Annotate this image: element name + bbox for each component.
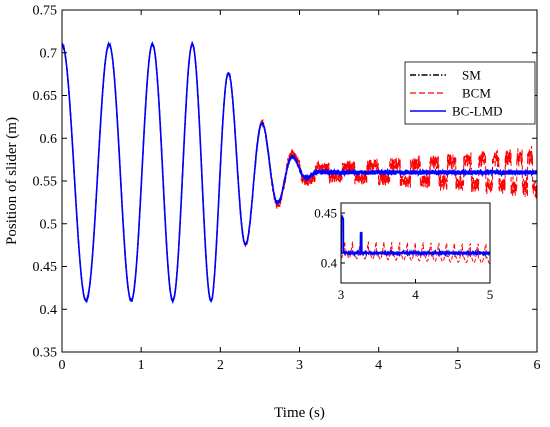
x-axis-label: Time (s) bbox=[274, 405, 325, 421]
x-tick-label: 6 bbox=[534, 358, 541, 373]
y-tick-label: 0.75 bbox=[33, 4, 58, 19]
y-tick-label: 0.7 bbox=[40, 46, 58, 61]
legend: SM BCM BC-LMD bbox=[404, 61, 536, 125]
x-tick-label: 3 bbox=[296, 358, 303, 373]
legend-label-sm: SM bbox=[462, 68, 481, 83]
inset-chart: 3 4 5 0.4 0.45 bbox=[314, 202, 494, 302]
plot-background bbox=[62, 10, 537, 352]
y-axis-label: Position of slider (m) bbox=[4, 117, 20, 245]
inset-series-group bbox=[341, 213, 490, 264]
x-tick-label: 2 bbox=[217, 358, 224, 373]
x-tick-label: 1 bbox=[138, 358, 145, 373]
y-tick-label: 0.4 bbox=[40, 303, 58, 318]
legend-label-bc-lmd: BC-LMD bbox=[452, 104, 503, 119]
inset-background bbox=[341, 203, 490, 283]
y-tick-label: 0.45 bbox=[33, 260, 58, 275]
y-axis-ticks: 0.350.40.450.50.550.60.650.70.75 bbox=[33, 4, 537, 361]
y-tick-label: 0.6 bbox=[40, 132, 58, 147]
y-tick-label: 0.55 bbox=[33, 175, 58, 190]
inset-y-tick-label: 0.45 bbox=[314, 206, 337, 221]
y-tick-label: 0.65 bbox=[33, 89, 58, 104]
legend-box bbox=[404, 61, 536, 125]
inset-x-tick-label: 3 bbox=[338, 287, 345, 302]
y-tick-label: 0.5 bbox=[40, 217, 58, 232]
series-bc-lmd-line bbox=[62, 40, 537, 305]
inset-x-tick-label: 4 bbox=[412, 287, 419, 302]
main-series-group bbox=[62, 40, 537, 305]
inset-x-tick-label: 5 bbox=[487, 287, 494, 302]
inset-x-ticks: 3 4 5 bbox=[338, 279, 494, 302]
x-tick-label: 0 bbox=[59, 358, 66, 373]
legend-label-bcm: BCM bbox=[462, 86, 491, 101]
x-tick-label: 4 bbox=[375, 358, 382, 373]
y-tick-label: 0.35 bbox=[33, 346, 58, 361]
x-axis-ticks: 0 1 2 3 4 5 6 bbox=[59, 10, 541, 373]
x-tick-label: 5 bbox=[454, 358, 461, 373]
inset-series-bcm-line bbox=[341, 241, 490, 264]
inset-y-tick-label: 0.4 bbox=[321, 256, 338, 271]
inset-series-bc-lmd-line bbox=[341, 213, 490, 258]
inset-y-ticks: 0.4 0.45 bbox=[314, 206, 345, 271]
